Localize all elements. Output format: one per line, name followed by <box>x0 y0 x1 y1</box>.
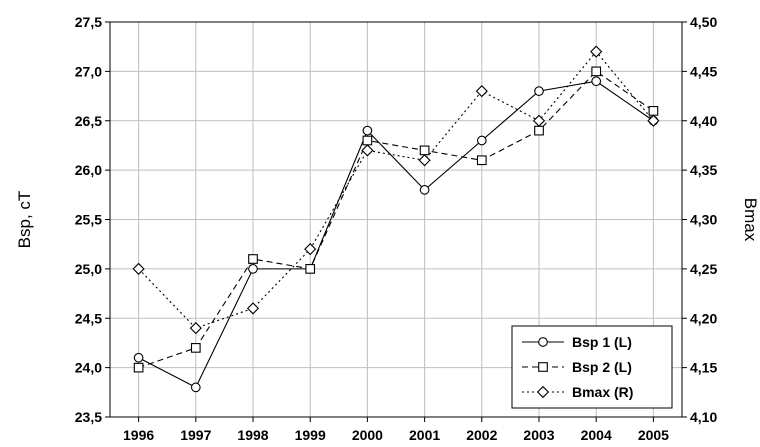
data-point <box>362 135 373 146</box>
data-point <box>246 302 260 315</box>
legend-label: Bmax (R) <box>572 384 633 400</box>
y2-axis-label: Bmax <box>741 198 760 242</box>
series-2 <box>133 66 659 373</box>
data-point <box>475 85 488 98</box>
data-point <box>304 243 317 256</box>
legend-marker <box>536 385 550 399</box>
y-tick-label: 25,5 <box>75 212 102 228</box>
data-point <box>248 254 258 264</box>
data-point <box>418 154 431 167</box>
series-line <box>138 70 654 369</box>
y-tick-label: 24,5 <box>75 310 102 326</box>
data-point <box>591 76 602 87</box>
data-point <box>476 135 487 146</box>
y2-tick-label: 4,30 <box>690 212 717 228</box>
legend-marker <box>538 337 548 347</box>
y-tick-label: 23,5 <box>75 409 102 425</box>
x-tick-label: 2004 <box>581 427 612 443</box>
y-tick-label: 24,0 <box>75 360 102 376</box>
y2-tick-label: 4,40 <box>690 113 717 129</box>
y2-tick-label: 4,20 <box>690 310 717 326</box>
x-tick-label: 1997 <box>180 427 211 443</box>
series-line <box>138 50 654 329</box>
data-point <box>419 185 430 195</box>
y-axis-right: 4,10 4,15 4,20 4,25 4,30 4,35 4,40 4,45 4,50 <box>682 14 717 425</box>
data-point <box>647 114 660 127</box>
y-tick-label: 27,0 <box>75 63 102 79</box>
legend-item: Bsp 1 (L) <box>522 334 632 350</box>
y-tick-label: 26,5 <box>75 113 102 129</box>
y2-tick-label: 4,15 <box>690 360 717 376</box>
x-tick-label: 1998 <box>237 427 268 443</box>
legend-label: Bsp 1 (L) <box>572 334 632 350</box>
data-point <box>532 114 546 127</box>
data-point <box>190 343 201 353</box>
data-point <box>190 382 201 393</box>
y-tick-label: 25,0 <box>75 261 102 277</box>
grid-lines <box>110 21 682 418</box>
y2-tick-label: 4,35 <box>690 162 717 178</box>
x-tick-label: 1996 <box>123 427 154 443</box>
legend-label: Bsp 2 (L) <box>572 359 632 375</box>
x-axis: 1996 1997 1998 1999 2000 2001 2002 2003 2004 2005 <box>123 417 669 443</box>
legend-item: Bsp 2 (L) <box>522 359 632 375</box>
data-point <box>362 125 373 136</box>
data-point <box>189 322 202 335</box>
data-point <box>133 362 144 373</box>
data-point <box>133 352 144 363</box>
x-tick-label: 2003 <box>523 427 554 443</box>
data-point <box>534 86 544 96</box>
x-tick-label: 2005 <box>638 427 669 443</box>
y-axis-label: Bsp, cT <box>15 191 34 249</box>
x-tick-label: 2000 <box>352 427 383 443</box>
series-group <box>132 45 660 393</box>
legend-item: Bmax (R) <box>522 384 633 400</box>
series-3 <box>132 45 660 335</box>
data-point <box>248 264 258 274</box>
y2-tick-label: 4,10 <box>690 409 717 425</box>
y2-tick-label: 4,50 <box>690 14 717 30</box>
data-point <box>648 106 659 116</box>
data-point <box>361 144 374 157</box>
data-point <box>132 262 145 275</box>
x-tick-label: 2002 <box>466 427 497 443</box>
legend-marker <box>538 362 548 372</box>
data-point <box>591 66 602 77</box>
data-point <box>476 155 487 166</box>
data-point <box>419 145 430 156</box>
data-point <box>590 45 603 58</box>
y-tick-label: 26,0 <box>75 162 102 178</box>
y-tick-label: 27,5 <box>75 14 102 30</box>
data-point <box>534 125 544 136</box>
data-point <box>305 264 316 274</box>
y-axis-left: 23,5 24,0 24,5 25,0 25,5 26,0 26,5 27,0 27,5 <box>75 14 110 425</box>
x-tick-label: 1999 <box>295 427 326 443</box>
y2-tick-label: 4,45 <box>690 63 717 79</box>
x-tick-label: 2001 <box>409 427 440 443</box>
legend: Bsp 1 (L) Bsp 2 (L) Bmax (R) <box>511 325 673 409</box>
y2-tick-label: 4,25 <box>690 261 717 277</box>
